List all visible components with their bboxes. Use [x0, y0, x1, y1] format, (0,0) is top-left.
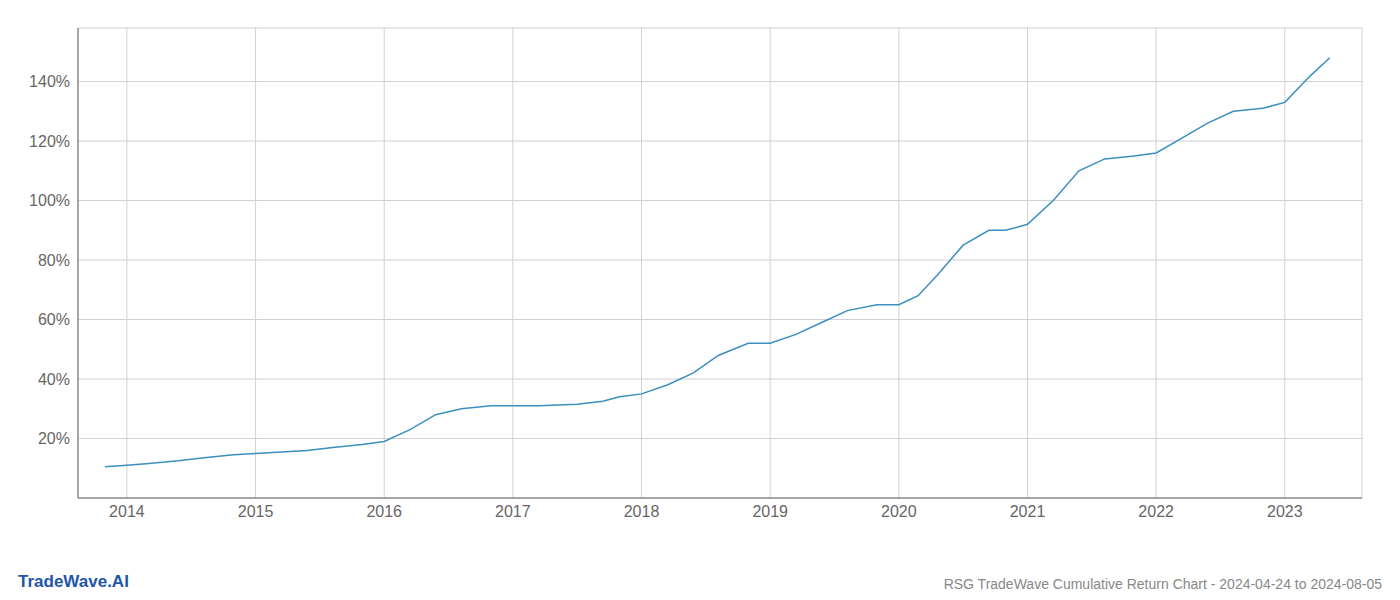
svg-text:2015: 2015 [238, 503, 274, 520]
svg-text:40%: 40% [38, 371, 70, 388]
svg-text:100%: 100% [29, 192, 70, 209]
html-text:RSG TradeWave Cumulative Retur: RSG TradeWave Cumulative Return Chart - … [943, 576, 1382, 592]
svg-text:2022: 2022 [1138, 503, 1174, 520]
svg-text:2016: 2016 [366, 503, 402, 520]
svg-text:2021: 2021 [1010, 503, 1046, 520]
svg-text:120%: 120% [29, 133, 70, 150]
svg-text:2023: 2023 [1267, 503, 1303, 520]
html-text:TradeWave.AI: TradeWave.AI [18, 572, 129, 591]
svg-text:80%: 80% [38, 252, 70, 269]
svg-text:20%: 20% [38, 430, 70, 447]
svg-text:140%: 140% [29, 73, 70, 90]
svg-text:2018: 2018 [624, 503, 660, 520]
svg-text:2019: 2019 [752, 503, 788, 520]
svg-text:2020: 2020 [881, 503, 917, 520]
svg-text:60%: 60% [38, 311, 70, 328]
svg-text:2017: 2017 [495, 503, 531, 520]
svg-text:2014: 2014 [109, 503, 145, 520]
